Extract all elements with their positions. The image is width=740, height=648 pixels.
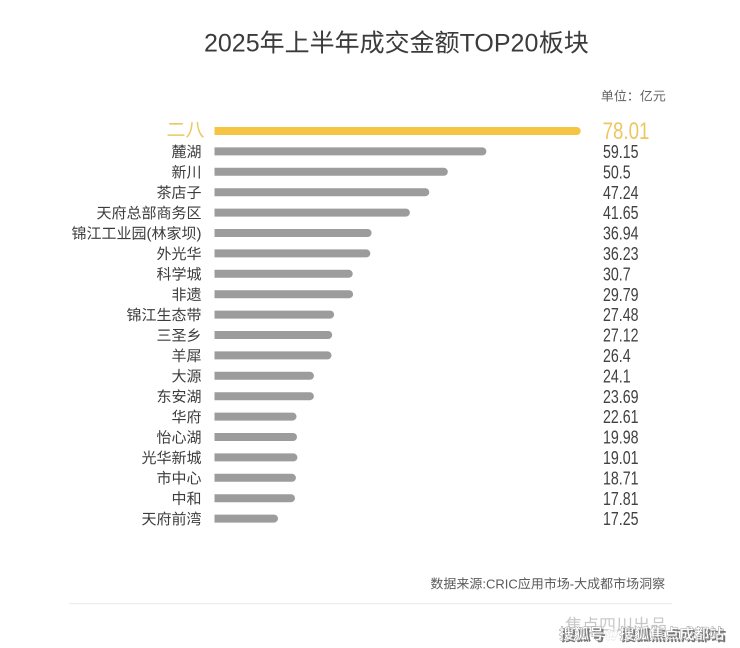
svg-text:19.98: 19.98 xyxy=(603,427,639,448)
svg-text:22.61: 22.61 xyxy=(603,406,639,427)
svg-text:36.94: 36.94 xyxy=(603,223,639,244)
svg-text:@: @ xyxy=(604,626,619,643)
svg-text:2025: 2025 xyxy=(204,30,260,58)
svg-text:30.7: 30.7 xyxy=(603,263,631,284)
svg-text:50.5: 50.5 xyxy=(603,161,631,182)
svg-text:-: - xyxy=(570,576,574,591)
svg-text:@: @ xyxy=(604,626,619,643)
svg-text:18.71: 18.71 xyxy=(603,467,639,488)
svg-text:26.4: 26.4 xyxy=(603,345,631,366)
svg-text:17.25: 17.25 xyxy=(603,508,639,529)
svg-text:59.15: 59.15 xyxy=(603,141,639,162)
svg-text:29.79: 29.79 xyxy=(603,284,639,305)
svg-text:47.24: 47.24 xyxy=(603,182,639,203)
svg-text:41.65: 41.65 xyxy=(603,202,639,223)
svg-text:24.1: 24.1 xyxy=(603,365,631,386)
svg-text:36.23: 36.23 xyxy=(603,243,639,264)
svg-text:17.81: 17.81 xyxy=(603,488,639,509)
svg-text:TOP20: TOP20 xyxy=(460,30,539,58)
svg-text:78.01: 78.01 xyxy=(603,118,650,145)
svg-text:): ) xyxy=(197,226,202,243)
svg-text:27.12: 27.12 xyxy=(603,325,639,346)
svg-text:19.01: 19.01 xyxy=(603,447,639,468)
svg-text:23.69: 23.69 xyxy=(603,386,639,407)
svg-text::CRIC: :CRIC xyxy=(482,576,517,591)
svg-text:27.48: 27.48 xyxy=(603,304,639,325)
svg-text:(: ( xyxy=(147,226,152,243)
